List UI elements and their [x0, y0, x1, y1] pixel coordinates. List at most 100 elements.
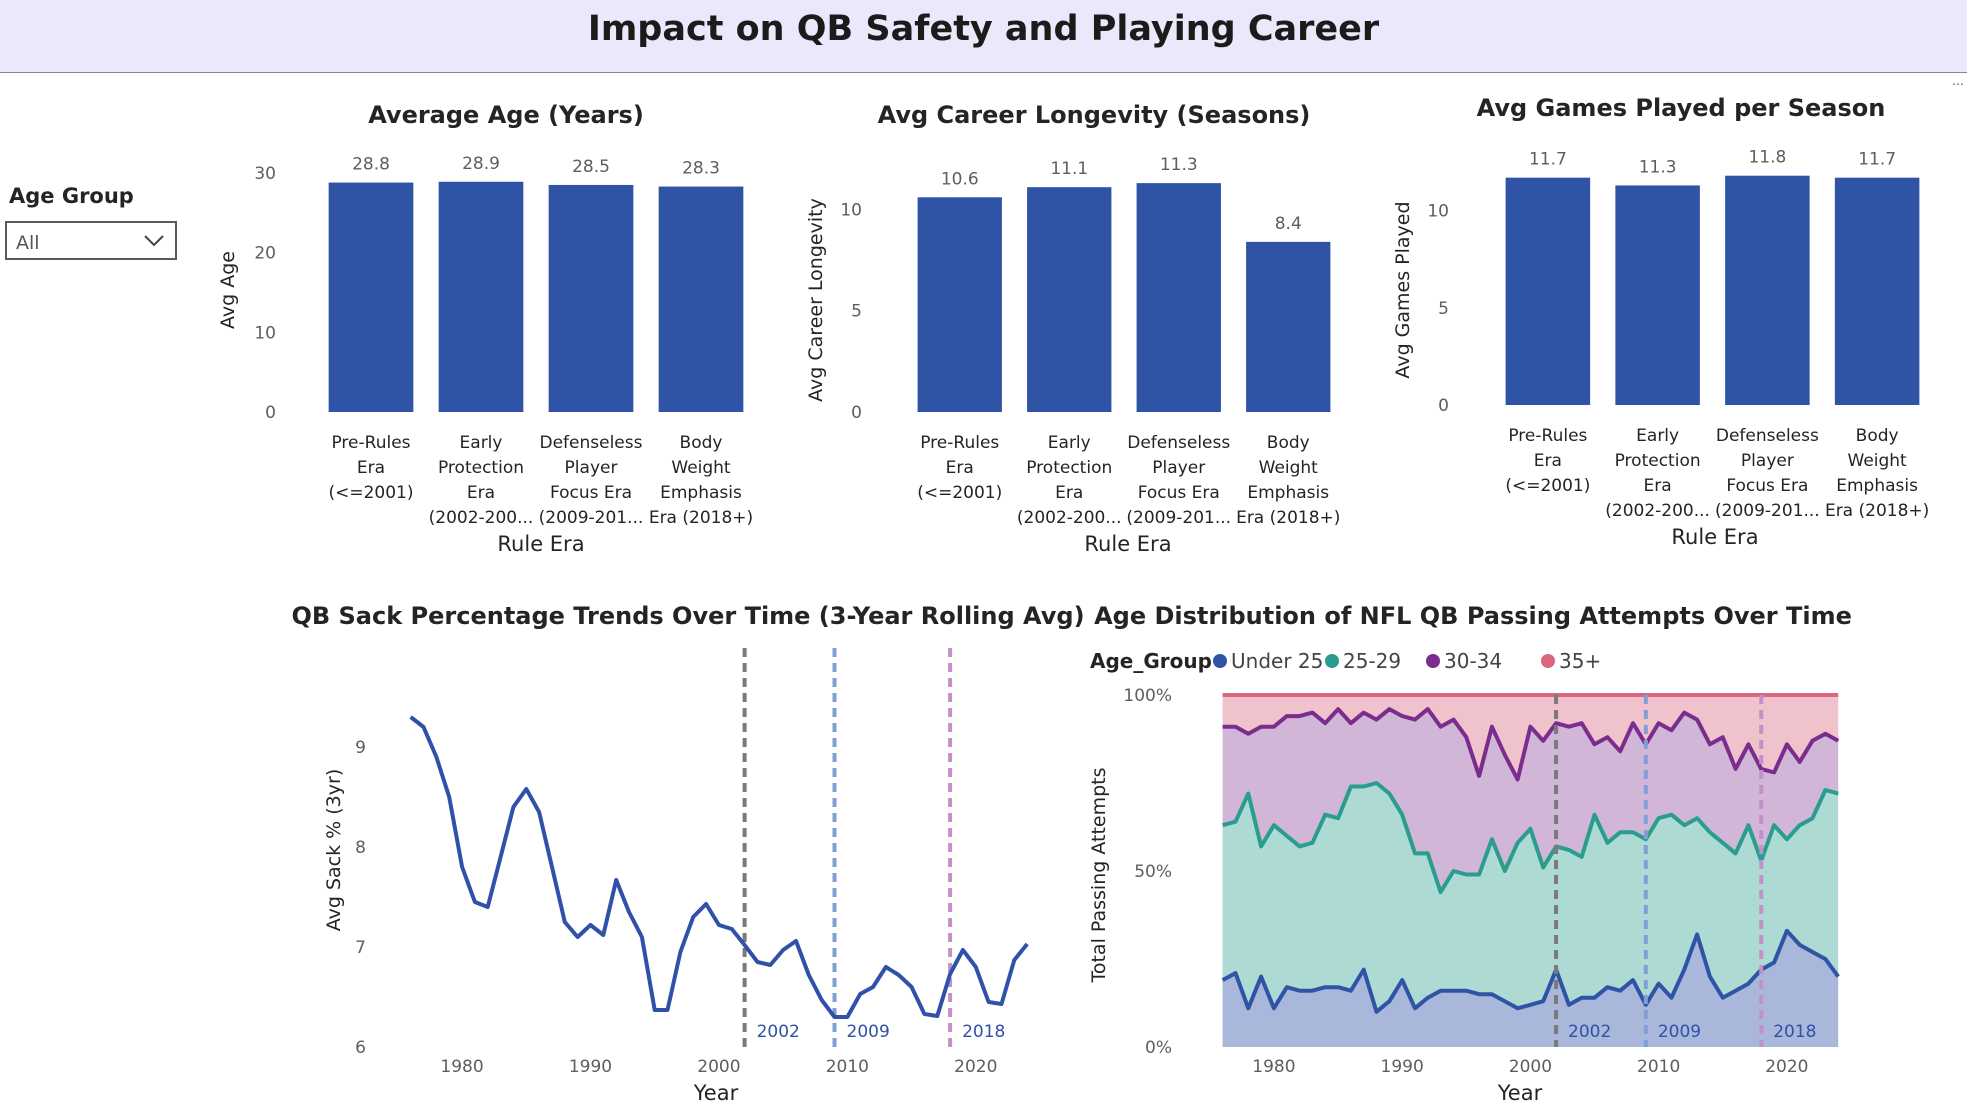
page-title: Impact on QB Safety and Playing Career [587, 9, 1380, 49]
x-category-label: Focus Era [1138, 483, 1220, 503]
legend: Age_Group Under 25 25-29 30-34 35+ [1090, 649, 1601, 673]
y-tick-label: 0% [1145, 1038, 1172, 1058]
x-axis-label: Year [1497, 1081, 1543, 1105]
y-tick-label: 10 [254, 323, 276, 343]
x-tick-label: 1990 [1381, 1057, 1424, 1077]
x-category-label: Weight [1259, 458, 1319, 478]
line-chart-title: QB Sack Percentage Trends Over Time (3-Y… [291, 602, 1084, 630]
x-category-label: Era [467, 483, 495, 503]
bar-data-label: 28.3 [682, 159, 720, 179]
x-category-label: Body [680, 433, 723, 453]
bar-data-label: 11.7 [1858, 150, 1896, 170]
x-tick-label: 1990 [569, 1057, 612, 1077]
x-axis-label: Year [693, 1081, 739, 1105]
reference-line-label: 2018 [1773, 1022, 1816, 1042]
bar-data-label: 11.3 [1639, 157, 1677, 177]
legend-marker [1426, 654, 1440, 668]
area-band-2 [1222, 783, 1839, 1012]
x-category-label: Protection [1026, 458, 1112, 478]
bar [328, 182, 414, 412]
bar-data-label: 11.7 [1529, 150, 1567, 170]
x-category-label: Era (2018+) [1825, 501, 1929, 521]
y-axis-label: Avg Age [217, 251, 239, 329]
bar [1834, 177, 1920, 405]
x-tick-label: 1980 [440, 1057, 483, 1077]
y-tick-label: 0 [265, 403, 276, 423]
x-category-label: Weight [671, 458, 731, 478]
area-series-line-3 [1222, 707, 1840, 782]
area-series-line-2 [1222, 781, 1839, 895]
y-axis-label: Avg Games Played [1392, 201, 1414, 378]
bar [1136, 183, 1221, 412]
y-tick-label: 50% [1134, 862, 1172, 882]
x-category-label: (2002-200... [1605, 501, 1710, 521]
bar-data-label: 11.3 [1160, 155, 1198, 175]
reference-line-label: 2009 [847, 1022, 890, 1042]
area-chart-title: Age Distribution of NFL QB Passing Attem… [1094, 602, 1852, 630]
average-age-bar-chart: Average Age (Years) 0 10 20 30 Avg Age 28.8 Pre… [217, 101, 753, 556]
x-category-label: Protection [438, 458, 524, 478]
bar-chart-title: Avg Games Played per Season [1477, 94, 1886, 122]
bar [658, 186, 744, 412]
x-category-label: Player [1152, 458, 1205, 478]
x-category-label: Weight [1848, 451, 1908, 471]
y-tick-label: 10 [840, 200, 862, 220]
x-tick-label: 2000 [1509, 1057, 1552, 1077]
reference-line-label: 2002 [1568, 1022, 1611, 1042]
games-played-bar-chart: Avg Games Played per Season 0 5 10 Avg Games… [1392, 94, 1929, 549]
x-category-label: (2002-200... [1017, 508, 1122, 528]
x-category-label: Era (2018+) [1236, 508, 1340, 528]
legend-marker [1325, 654, 1339, 668]
y-tick-label: 100% [1123, 686, 1172, 706]
x-category-label: (2009-201... [539, 508, 644, 528]
reference-line-label: 2018 [962, 1022, 1005, 1042]
x-category-label: Era [1534, 451, 1562, 471]
x-category-label: Focus Era [550, 483, 632, 503]
legend-title: Age_Group [1090, 649, 1212, 673]
x-category-label: Pre-Rules [1508, 426, 1587, 446]
x-axis-label: Rule Era [1084, 532, 1171, 556]
bar [1615, 185, 1700, 405]
bar-chart-title: Average Age (Years) [368, 101, 644, 129]
x-category-label: Era (2018+) [649, 508, 753, 528]
x-axis-label: Rule Era [1671, 525, 1758, 549]
x-category-label: Emphasis [1836, 476, 1918, 496]
bar-data-label: 8.4 [1275, 214, 1302, 234]
y-tick-label: 6 [355, 1038, 366, 1058]
bar [1725, 175, 1810, 405]
header-bar: Impact on QB Safety and Playing Career [0, 0, 1967, 73]
bar-data-label: 28.9 [462, 154, 500, 174]
bar [1505, 177, 1591, 405]
area-series-line-1 [1221, 928, 1840, 1014]
chevron-down-icon [144, 235, 164, 247]
legend-item-label: 25-29 [1343, 649, 1401, 673]
bar [438, 181, 524, 412]
x-category-label: (2009-201... [1715, 501, 1820, 521]
bar [1027, 187, 1112, 412]
more-options-icon[interactable]: … [1952, 74, 1965, 88]
x-category-label: Defenseless [540, 433, 643, 453]
legend-item-label: Under 25 [1231, 649, 1323, 673]
area-band-3 [1222, 709, 1839, 893]
reference-line-label: 2002 [757, 1022, 800, 1042]
age-group-selected-value: All [16, 232, 40, 254]
y-axis-label: Avg Sack % (3yr) [323, 769, 345, 931]
x-category-label: Body [1856, 426, 1899, 446]
reference-line-label: 2009 [1658, 1022, 1701, 1042]
y-tick-label: 10 [1427, 202, 1449, 222]
legend-item-label: 30-34 [1444, 649, 1502, 673]
sack-percentage-line-chart: QB Sack Percentage Trends Over Time (3-Y… [291, 602, 1084, 1105]
age-group-dropdown[interactable]: All [5, 221, 177, 260]
y-axis-label: Total Passing Attempts [1088, 767, 1110, 983]
x-category-label: Defenseless [1716, 426, 1819, 446]
x-category-label: (<=2001) [917, 483, 1002, 503]
y-tick-label: 7 [355, 938, 366, 958]
x-category-label: Era [946, 458, 974, 478]
legend-item-label: 35+ [1559, 649, 1601, 673]
x-category-label: Era [357, 458, 385, 478]
age-distribution-area-chart: Age Distribution of NFL QB Passing Attem… [1088, 602, 1852, 1105]
bar-data-label: 28.8 [352, 155, 390, 175]
bar-data-label: 11.1 [1050, 159, 1088, 179]
x-category-label: Early [1048, 433, 1091, 453]
x-tick-label: 2010 [826, 1057, 869, 1077]
